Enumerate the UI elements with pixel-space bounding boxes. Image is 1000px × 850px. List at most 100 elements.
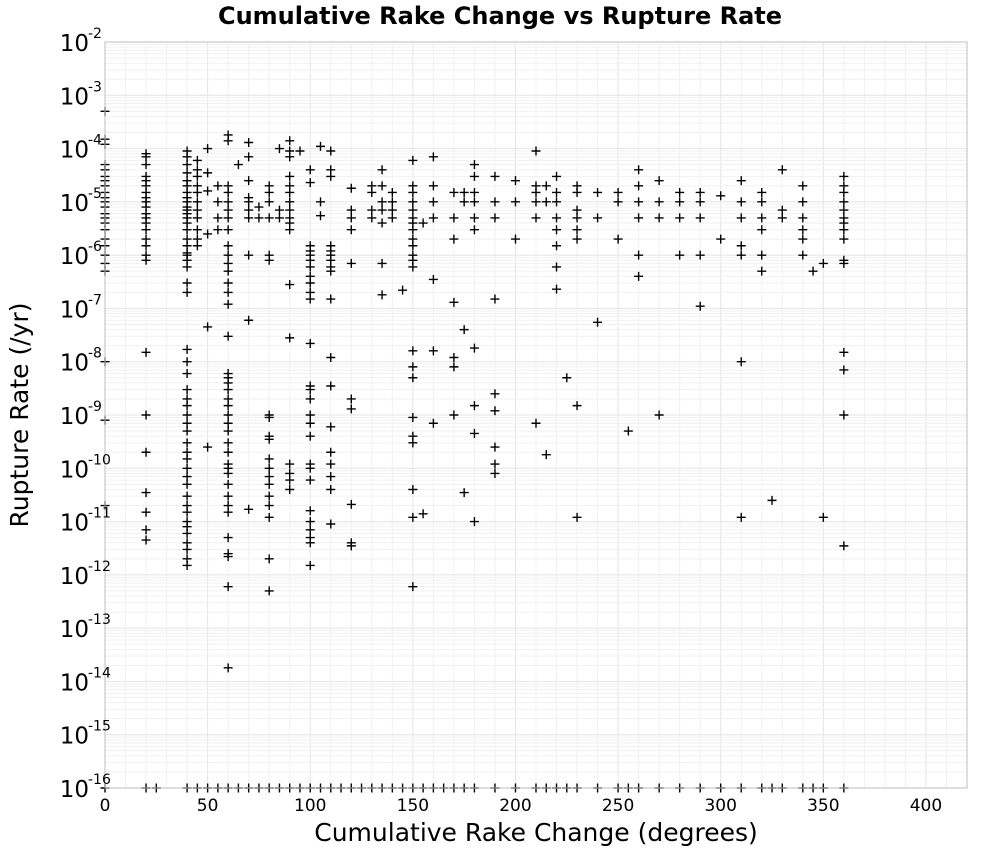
data-point bbox=[490, 442, 500, 452]
data-point bbox=[469, 343, 479, 353]
data-point bbox=[777, 165, 787, 175]
data-point bbox=[613, 187, 623, 197]
data-point bbox=[305, 475, 315, 485]
data-point bbox=[675, 197, 685, 207]
data-point bbox=[490, 197, 500, 207]
data-point bbox=[736, 250, 746, 260]
data-point bbox=[377, 218, 387, 228]
data-point bbox=[141, 488, 151, 498]
data-point bbox=[428, 418, 438, 428]
data-point bbox=[572, 234, 582, 244]
data-point bbox=[223, 205, 233, 215]
x-tick-label: 150 bbox=[397, 796, 429, 816]
data-point bbox=[264, 479, 274, 489]
data-point bbox=[182, 152, 192, 162]
data-point bbox=[223, 197, 233, 207]
data-point bbox=[469, 160, 479, 170]
data-point bbox=[192, 155, 202, 165]
data-point bbox=[305, 262, 315, 272]
data-point bbox=[490, 171, 500, 181]
data-point bbox=[182, 426, 192, 436]
y-tick-label: 10 bbox=[60, 404, 89, 430]
data-point bbox=[839, 234, 849, 244]
data-point bbox=[654, 197, 664, 207]
data-point bbox=[408, 205, 418, 215]
data-point bbox=[141, 152, 151, 162]
data-point bbox=[572, 512, 582, 522]
data-point bbox=[593, 317, 603, 327]
y-tick-label: 10 bbox=[60, 724, 89, 750]
data-point bbox=[305, 394, 315, 404]
data-point bbox=[695, 301, 705, 311]
data-point bbox=[285, 459, 295, 469]
data-point bbox=[541, 197, 551, 207]
y-tick-exponent: -14 bbox=[88, 665, 111, 681]
y-tick-exponent: -9 bbox=[88, 399, 102, 415]
data-point bbox=[223, 258, 233, 268]
data-point bbox=[182, 438, 192, 448]
data-point bbox=[716, 234, 726, 244]
data-point bbox=[469, 171, 479, 181]
data-point bbox=[285, 171, 295, 181]
data-point bbox=[449, 187, 459, 197]
data-point bbox=[223, 552, 233, 562]
data-point bbox=[408, 582, 418, 592]
data-point bbox=[490, 468, 500, 478]
data-point bbox=[264, 197, 274, 207]
data-point bbox=[264, 472, 274, 482]
data-point bbox=[613, 197, 623, 207]
data-point bbox=[264, 412, 274, 422]
data-point bbox=[223, 533, 233, 543]
data-point bbox=[408, 362, 418, 372]
data-point bbox=[757, 250, 767, 260]
y-tick-exponent: -7 bbox=[88, 292, 102, 308]
data-point bbox=[192, 171, 202, 181]
data-point bbox=[531, 197, 541, 207]
data-point bbox=[634, 250, 644, 260]
data-point bbox=[634, 165, 644, 175]
data-point bbox=[316, 197, 325, 207]
data-point bbox=[346, 404, 356, 414]
y-tick-exponent: -5 bbox=[88, 186, 102, 202]
data-point bbox=[305, 431, 315, 441]
data-point bbox=[469, 517, 479, 527]
data-point bbox=[182, 418, 192, 428]
data-point bbox=[490, 213, 500, 223]
data-point bbox=[182, 160, 192, 170]
data-point bbox=[531, 418, 541, 428]
data-point bbox=[428, 213, 438, 223]
data-point bbox=[326, 447, 336, 457]
data-point bbox=[264, 434, 274, 444]
data-point bbox=[449, 410, 459, 420]
data-point bbox=[285, 152, 295, 162]
data-point bbox=[377, 181, 387, 191]
data-point bbox=[654, 213, 664, 223]
data-point bbox=[839, 205, 849, 215]
data-point bbox=[695, 213, 705, 223]
data-point bbox=[695, 187, 705, 197]
data-point bbox=[387, 187, 397, 197]
data-point bbox=[305, 560, 315, 570]
data-point bbox=[418, 509, 428, 519]
data-point bbox=[305, 506, 315, 516]
y-tick-label: 10 bbox=[60, 457, 89, 483]
data-point bbox=[141, 507, 151, 517]
data-point bbox=[182, 357, 192, 367]
data-point bbox=[428, 181, 438, 191]
data-point bbox=[593, 213, 603, 223]
data-point bbox=[387, 197, 397, 207]
data-point bbox=[736, 213, 746, 223]
data-point bbox=[316, 141, 325, 151]
data-point bbox=[572, 205, 582, 215]
data-point bbox=[418, 218, 428, 228]
data-point bbox=[285, 475, 295, 485]
data-point bbox=[552, 262, 562, 272]
y-tick-label: 10 bbox=[60, 297, 89, 323]
data-point bbox=[244, 315, 254, 325]
data-point bbox=[798, 181, 808, 191]
data-point bbox=[244, 250, 254, 260]
y-tick-exponent: -15 bbox=[88, 719, 111, 735]
data-point bbox=[244, 138, 254, 147]
data-point bbox=[254, 202, 264, 212]
